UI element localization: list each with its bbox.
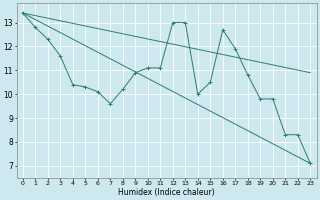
X-axis label: Humidex (Indice chaleur): Humidex (Indice chaleur) xyxy=(118,188,215,197)
